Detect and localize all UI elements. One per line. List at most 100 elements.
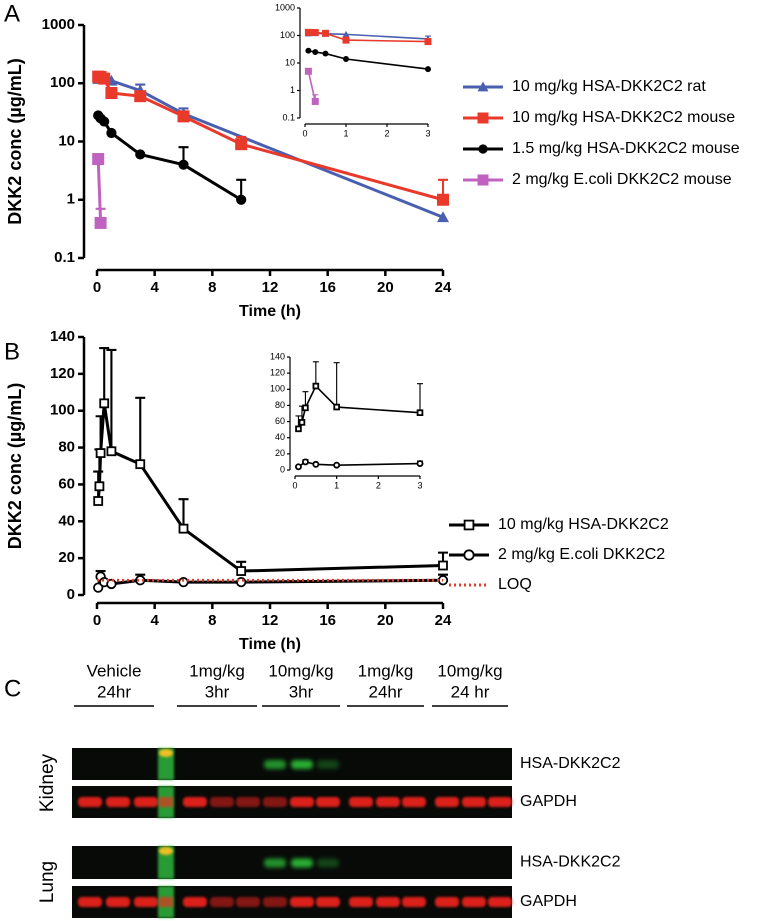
y-tick-label: 100 bbox=[50, 74, 75, 91]
y-axis-title: DKK2 conc (µg/mL) bbox=[5, 58, 25, 224]
inset-plot: 0 20 40 60 80 100 120 140 0 1 2 3 bbox=[270, 351, 424, 490]
panel-label: A bbox=[4, 0, 20, 27]
y-tick-label: 120 bbox=[270, 368, 285, 378]
panel-label: C bbox=[4, 675, 21, 702]
marker bbox=[95, 448, 106, 459]
tissue-label: Kidney bbox=[37, 753, 58, 812]
band bbox=[402, 897, 426, 907]
marker bbox=[477, 174, 489, 186]
group-dose: 10mg/kg bbox=[437, 661, 502, 680]
marker bbox=[311, 97, 319, 105]
marker bbox=[93, 496, 104, 506]
x-tick-label: 0 bbox=[93, 612, 101, 629]
marker bbox=[298, 419, 306, 426]
y-tick-label: 100 bbox=[280, 30, 295, 40]
marker bbox=[477, 112, 489, 124]
panel-label: B bbox=[4, 338, 20, 365]
series-line bbox=[307, 71, 317, 102]
band bbox=[316, 897, 340, 907]
legend-label: 2 mg/kg E.coli DKK2C2 mouse bbox=[512, 171, 732, 188]
band bbox=[183, 797, 207, 807]
y-tick-label: 0 bbox=[280, 464, 285, 474]
marker bbox=[312, 49, 319, 56]
band bbox=[183, 897, 207, 907]
marker bbox=[463, 549, 475, 561]
band bbox=[316, 797, 340, 807]
y-tick-label: 0.1 bbox=[54, 249, 75, 266]
group-time: 3hr bbox=[289, 682, 314, 701]
band bbox=[317, 858, 339, 868]
band bbox=[290, 897, 314, 907]
x-tick-label: 0 bbox=[93, 279, 101, 296]
band bbox=[263, 797, 287, 807]
legend-label: 1.5 mg/kg HSA-DKK2C2 mouse bbox=[512, 140, 740, 157]
marker bbox=[99, 116, 110, 127]
marker bbox=[235, 138, 248, 151]
western-blot bbox=[72, 748, 512, 918]
x-tick-label: 24 bbox=[435, 612, 452, 629]
band bbox=[376, 797, 400, 807]
x-tick-label: 8 bbox=[208, 612, 216, 629]
y-tick-label: 60 bbox=[58, 475, 75, 492]
y-tick-label: 100 bbox=[50, 402, 75, 419]
marker bbox=[416, 409, 424, 416]
band bbox=[210, 897, 234, 907]
band bbox=[236, 897, 260, 907]
x-tick-label: 12 bbox=[262, 279, 279, 296]
band bbox=[376, 897, 400, 907]
legend: 10 mg/kg HSA-DKK2C2 rat 10 mg/kg HSA-DKK2… bbox=[463, 78, 740, 188]
marker bbox=[342, 36, 350, 44]
band bbox=[349, 897, 373, 907]
marker bbox=[94, 481, 105, 492]
marker bbox=[236, 194, 247, 205]
error-bar bbox=[95, 415, 106, 454]
marker bbox=[463, 519, 475, 531]
band bbox=[290, 797, 314, 807]
marker bbox=[302, 404, 309, 412]
marker bbox=[304, 67, 312, 75]
inset-plot: 0.1 1 10 100 1000 0 1 2 3 bbox=[275, 2, 432, 138]
y-tick-label: 0 bbox=[67, 586, 75, 603]
band bbox=[291, 760, 313, 769]
band bbox=[402, 797, 426, 807]
band bbox=[78, 797, 102, 807]
band-label: HSA-DKK2C2 bbox=[520, 854, 621, 871]
x-tick-label: 0 bbox=[302, 128, 307, 138]
marker bbox=[94, 216, 107, 229]
y-axis-title: DKK2 conc (µg/mL) bbox=[5, 383, 25, 549]
marker bbox=[105, 87, 118, 100]
x-tick-label: 4 bbox=[150, 279, 159, 296]
marker bbox=[106, 578, 117, 590]
ladder-marker bbox=[159, 749, 173, 757]
y-tick-label: 80 bbox=[58, 439, 75, 456]
marker bbox=[98, 72, 111, 85]
band bbox=[264, 858, 286, 868]
legend-label: 10 mg/kg HSA-DKK2C2 mouse bbox=[512, 109, 735, 126]
tissue-label: Lung bbox=[37, 861, 58, 903]
marker bbox=[312, 382, 320, 390]
group-time: 24 hr bbox=[451, 682, 490, 701]
y-tick-label: 60 bbox=[275, 416, 285, 426]
marker bbox=[333, 403, 340, 411]
y-tick-label: 1000 bbox=[275, 2, 295, 12]
band-label: HSA-DKK2C2 bbox=[520, 755, 621, 772]
band-label: GAPDH bbox=[520, 793, 577, 810]
band bbox=[106, 897, 130, 907]
y-tick-label: 1000 bbox=[42, 16, 75, 33]
error-bar bbox=[333, 362, 340, 408]
y-tick-label: 1 bbox=[67, 191, 75, 208]
marker bbox=[295, 425, 302, 433]
legend-label: 10 mg/kg HSA-DKK2C2 rat bbox=[512, 78, 706, 95]
y-tick-label: 40 bbox=[58, 512, 75, 529]
group-dose: 1mg/kg bbox=[189, 661, 245, 680]
marker bbox=[295, 463, 302, 471]
group-dose: 10mg/kg bbox=[268, 661, 333, 680]
band bbox=[106, 797, 130, 807]
marker bbox=[312, 460, 320, 468]
y-tick-label: 10 bbox=[58, 132, 75, 149]
error-bar bbox=[135, 396, 146, 465]
marker bbox=[322, 50, 329, 57]
legend-label: 10 mg/kg HSA-DKK2C2 bbox=[498, 516, 669, 533]
legend-label: LOQ bbox=[498, 576, 532, 593]
